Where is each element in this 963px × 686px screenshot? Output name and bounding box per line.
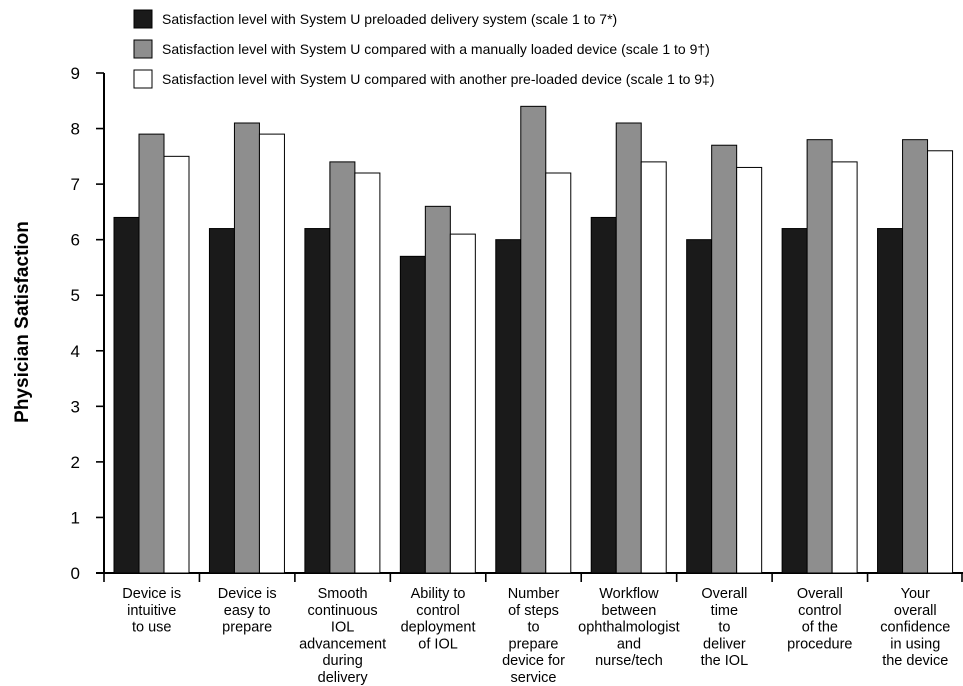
category-label: intuitive (127, 603, 176, 619)
bar-series-1 (495, 239, 522, 574)
category-label: control (798, 603, 842, 619)
bar-series-3 (449, 233, 476, 574)
category-label: overall (894, 603, 937, 619)
bar-series-1 (781, 228, 808, 574)
category-label: service (511, 670, 557, 686)
y-tick-label: 9 (71, 64, 80, 83)
y-tick-label: 0 (71, 564, 80, 583)
y-axis-label: Physician Satisfaction (12, 221, 33, 423)
bar-series-1 (399, 255, 426, 574)
category-label: easy to (224, 603, 271, 619)
y-tick-label: 7 (71, 175, 80, 194)
category-label: Overall (797, 586, 843, 602)
bar-series-3 (927, 150, 954, 574)
category-label: the device (882, 653, 948, 669)
category-label: procedure (787, 636, 852, 652)
category-label: to (527, 620, 539, 636)
category-label: Device is (218, 586, 277, 602)
category-label: and (617, 636, 641, 652)
y-tick-label: 2 (71, 453, 80, 472)
bar-series-2 (424, 205, 451, 574)
category-label: ophthalmologist (578, 620, 680, 636)
legend-label: Satisfaction level with System U preload… (162, 11, 617, 27)
category-label: control (416, 603, 460, 619)
bar-series-3 (736, 166, 763, 574)
y-tick-label: 4 (71, 342, 80, 361)
category-label: delivery (318, 670, 369, 686)
y-tick-label: 3 (71, 397, 80, 416)
bar-series-1 (208, 228, 235, 574)
bar-series-1 (304, 228, 331, 574)
category-label: device for (502, 653, 565, 669)
y-tick-label: 5 (71, 286, 80, 305)
category-label: of the (802, 620, 838, 636)
category-label: during (322, 653, 362, 669)
bar-series-3 (640, 161, 667, 574)
legend-swatch (133, 9, 153, 29)
bar-series-3 (545, 172, 572, 574)
category-label: deliver (703, 636, 746, 652)
bar-series-2 (806, 139, 833, 574)
legend-swatch (133, 39, 153, 59)
category-label: the IOL (701, 653, 749, 669)
y-tick-label: 8 (71, 120, 80, 139)
category-label: advancement (299, 636, 386, 652)
category-label: Your (901, 586, 930, 602)
category-label: Device is (122, 586, 181, 602)
bar-series-2 (520, 105, 547, 574)
legend-swatch (133, 69, 153, 89)
category-label: between (602, 603, 657, 619)
bar-series-2 (615, 122, 642, 574)
category-label: Workflow (599, 586, 659, 602)
bar-series-2 (329, 161, 356, 574)
legend-label: Satisfaction level with System U compare… (162, 71, 715, 87)
category-label: prepare (222, 620, 272, 636)
category-label: IOL (331, 620, 354, 636)
category-label: of steps (508, 603, 559, 619)
y-axis: 0 1 2 3 4 5 6 7 8 9 (71, 64, 105, 583)
legend: Satisfaction level with System U preload… (133, 9, 715, 89)
category-label: to (718, 620, 730, 636)
bar-series-2 (711, 144, 738, 574)
bar-series-3 (831, 161, 858, 574)
category-label: Ability to (411, 586, 466, 602)
category-label: Number (508, 586, 560, 602)
x-axis (96, 572, 963, 582)
category-label: continuous (308, 603, 378, 619)
bar-series-2 (138, 133, 165, 574)
category-label: prepare (509, 636, 559, 652)
category-label: Smooth (318, 586, 368, 602)
bar-series-1 (590, 216, 617, 574)
bar-series-2 (233, 122, 260, 574)
bar-series-1 (686, 239, 713, 574)
category-label: Overall (701, 586, 747, 602)
bar-series-1 (113, 216, 140, 574)
y-tick-label: 1 (71, 508, 80, 527)
y-tick-label: 6 (71, 231, 80, 250)
bar-series-1 (877, 228, 904, 574)
category-label: to use (132, 620, 172, 636)
bar-series-3 (354, 172, 381, 574)
category-label: deployment (401, 620, 476, 636)
category-label: time (711, 603, 738, 619)
bars (113, 105, 954, 574)
legend-label: Satisfaction level with System U compare… (162, 41, 710, 57)
bar-series-3 (163, 155, 190, 574)
category-label: in using (890, 636, 940, 652)
category-label: confidence (880, 620, 950, 636)
bar-series-2 (902, 139, 929, 574)
bar-series-3 (258, 133, 285, 574)
category-label: of IOL (418, 636, 458, 652)
category-label: nurse/tech (595, 653, 663, 669)
